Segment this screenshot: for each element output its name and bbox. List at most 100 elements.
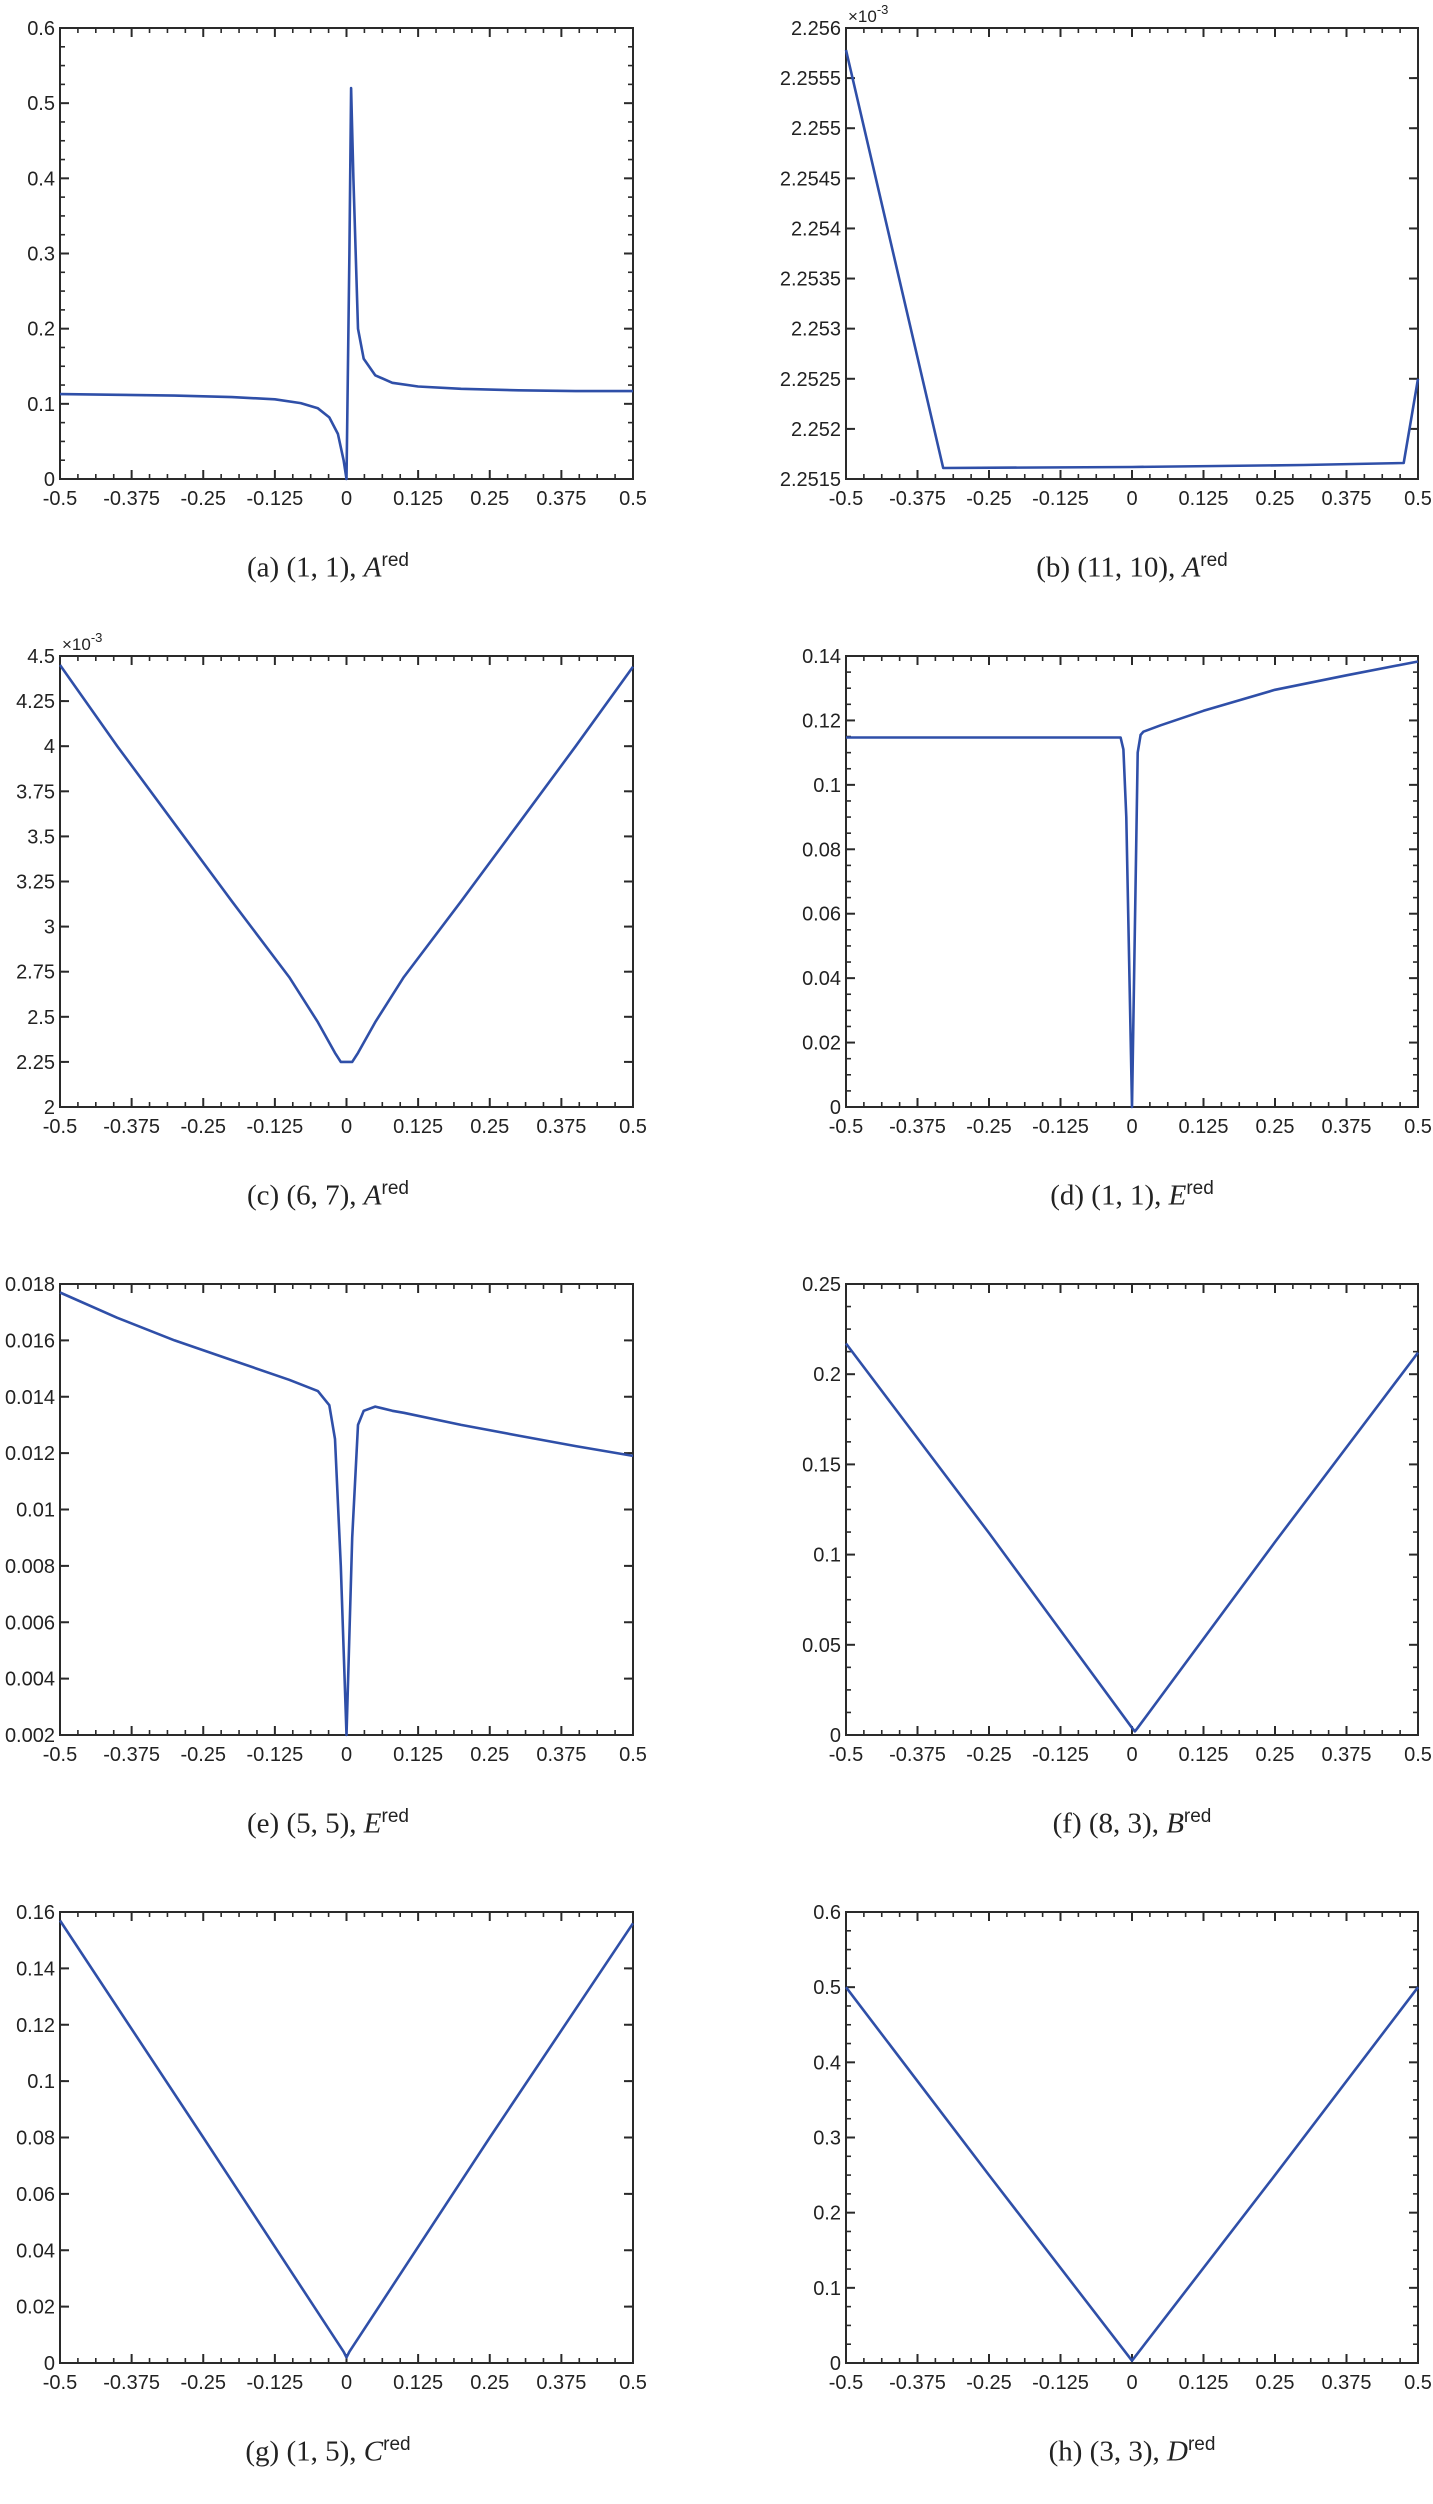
- caption-label: (f): [1052, 1807, 1082, 1840]
- y-tick-label: 0.2: [813, 2203, 841, 2225]
- caption-sup: red: [381, 550, 409, 571]
- y-tick-label: 0.1: [813, 2278, 841, 2300]
- caption-symbol: E: [1168, 1179, 1187, 1212]
- y-tick-label: 0.01: [16, 1500, 55, 1522]
- data-line: [58, 664, 635, 1064]
- chart-panel-a: -0.5 -0.375 -0.25 -0.125 0 0.125 0.25 0.375 0.5 0…: [0, 0, 716, 620]
- y-tick-label: 0.006: [5, 1612, 55, 1634]
- plot-frame: [59, 1911, 634, 2364]
- y-tick-label: 2.253: [791, 319, 841, 341]
- x-tick-label: -0.375: [889, 2372, 946, 2394]
- x-tick-label: -0.125: [247, 2372, 304, 2394]
- x-tick-label: 0.25: [470, 2372, 509, 2394]
- x-tick-label: 0: [1126, 1116, 1137, 1138]
- plot-frame: [59, 1283, 634, 1736]
- y-tick-label: 0.15: [802, 1454, 841, 1476]
- x-tick-label: -0.25: [966, 488, 1012, 510]
- data-line: [846, 660, 1419, 1109]
- y-tick-label: 2: [44, 1097, 55, 1119]
- y-tick-label: 0.4: [813, 2052, 841, 2074]
- caption-symbol: E: [363, 1807, 382, 1840]
- y-tick-label: 3.75: [16, 781, 55, 803]
- x-tick-label: 0.25: [470, 1744, 509, 1766]
- y-tick-label: 0.014: [5, 1387, 55, 1409]
- x-tick-label: -0.25: [180, 1744, 226, 1766]
- x-tick-label: -0.5: [43, 1116, 77, 1138]
- data-line: [58, 1919, 635, 2359]
- x-tick-label: -0.125: [247, 1116, 304, 1138]
- x-tick-label: 0.25: [470, 488, 509, 510]
- y-tick-label: 4.5: [27, 646, 55, 668]
- y-tick-label: 0.4: [27, 168, 55, 190]
- x-tick-label: -0.125: [1032, 1744, 1089, 1766]
- caption-label: (e): [247, 1807, 280, 1840]
- y-tick-label: 3.5: [27, 826, 55, 848]
- y-tick-label: 0.12: [16, 2015, 55, 2037]
- caption-pair: (8, 3): [1088, 1807, 1152, 1840]
- x-tick-label: -0.375: [103, 2372, 160, 2394]
- x-tick-label: 0.25: [1256, 1744, 1295, 1766]
- y-tick-label: 0.6: [813, 1902, 841, 1924]
- y-tick-label: 0.2: [813, 1364, 841, 1386]
- y-tick-label: 0.12: [802, 710, 841, 732]
- caption-pair: (11, 10): [1077, 551, 1169, 584]
- y-tick-label: 0: [44, 2353, 55, 2375]
- x-tick-label: 0.5: [619, 488, 647, 510]
- x-tick-label: -0.125: [1032, 1116, 1089, 1138]
- x-tick-label: 0.375: [536, 488, 586, 510]
- y-tick-label: 2.2535: [780, 269, 841, 291]
- x-tick-label: 0: [341, 488, 352, 510]
- x-tick-label: -0.125: [247, 1744, 304, 1766]
- caption-label: (c): [247, 1179, 280, 1212]
- x-tick-label: -0.375: [103, 1744, 160, 1766]
- x-tick-label: 0.5: [619, 1744, 647, 1766]
- chart-svg: -0.5 -0.375 -0.25 -0.125 0 0.125 0.25 0.375 0.5 0…: [5, 1274, 647, 1766]
- x-tick-label: -0.5: [829, 488, 863, 510]
- x-tick-label: -0.5: [829, 1744, 863, 1766]
- y-tick-label: 0: [44, 469, 55, 491]
- x-tick-label: -0.125: [1032, 2372, 1089, 2394]
- caption-label: (h): [1048, 2435, 1083, 2468]
- chart-svg: -0.5 -0.375 -0.25 -0.125 0 0.125 0.25 0.375 0.5 0…: [802, 646, 1432, 1138]
- chart-panel-h: -0.5 -0.375 -0.25 -0.125 0 0.125 0.25 0.375 0.5 0…: [716, 1884, 1433, 2480]
- y-tick-label: 2.256: [791, 18, 841, 40]
- y-tick-label: 0.008: [5, 1556, 55, 1578]
- chart-panel-f: -0.5 -0.375 -0.25 -0.125 0 0.125 0.25 0.375 0.5 0…: [716, 1256, 1433, 1876]
- y-tick-label: 0: [830, 1097, 841, 1119]
- chart-svg: -0.5 -0.375 -0.25 -0.125 0 0.125 0.25 0.375 0.5 2…: [780, 2, 1432, 510]
- caption-pair: (5, 5): [286, 1807, 350, 1840]
- caption-e: (e) (5, 5), Ered: [247, 1806, 409, 1840]
- x-tick-label: 0.5: [1404, 488, 1432, 510]
- y-tick-label: 0.002: [5, 1725, 55, 1747]
- y-tick-label: 0.5: [27, 93, 55, 115]
- y-tick-label: 4: [44, 736, 55, 758]
- x-tick-label: 0.25: [1256, 1116, 1295, 1138]
- caption-a: (a) (1, 1), Ared: [247, 550, 409, 584]
- y-tick-label: 0: [830, 1725, 841, 1747]
- y-tick-label: 0.25: [802, 1274, 841, 1296]
- chart-svg: -0.5 -0.375 -0.25 -0.125 0 0.125 0.25 0.375 0.5 0…: [813, 1902, 1432, 2394]
- chart-svg: -0.5 -0.375 -0.25 -0.125 0 0.125 0.25 0.375 0.5 0…: [27, 18, 647, 510]
- caption-label: (b): [1036, 551, 1071, 584]
- x-tick-label: 0.25: [1256, 2372, 1295, 2394]
- y-tick-label: 0.02: [802, 1033, 841, 1055]
- x-tick-label: -0.5: [43, 488, 77, 510]
- y-tick-label: 0.012: [5, 1443, 55, 1465]
- y-tick-label: 2.5: [27, 1007, 55, 1029]
- y-tick-label: 0.16: [16, 1902, 55, 1924]
- caption-sup: red: [383, 2434, 411, 2455]
- caption-b: (b) (11, 10), Ared: [1036, 550, 1228, 584]
- chart-svg: -0.5 -0.375 -0.25 -0.125 0 0.125 0.25 0.375 0.5 0…: [802, 1274, 1432, 1766]
- caption-pair: (1, 1): [286, 551, 350, 584]
- x-tick-label: 0.5: [619, 1116, 647, 1138]
- caption-pair: (3, 3): [1089, 2435, 1153, 2468]
- data-line: [844, 1342, 1420, 1733]
- y-tick-label: 0.06: [802, 904, 841, 926]
- x-tick-label: 0.125: [393, 1116, 443, 1138]
- y-tick-label: 0.5: [813, 1977, 841, 1999]
- y-tick-label: 2.255: [791, 118, 841, 140]
- y-tick-label: 0.3: [813, 2128, 841, 2150]
- x-tick-label: 0.375: [536, 1744, 586, 1766]
- caption-label: (g): [245, 2435, 280, 2468]
- y-tick-label: 0.02: [16, 2297, 55, 2319]
